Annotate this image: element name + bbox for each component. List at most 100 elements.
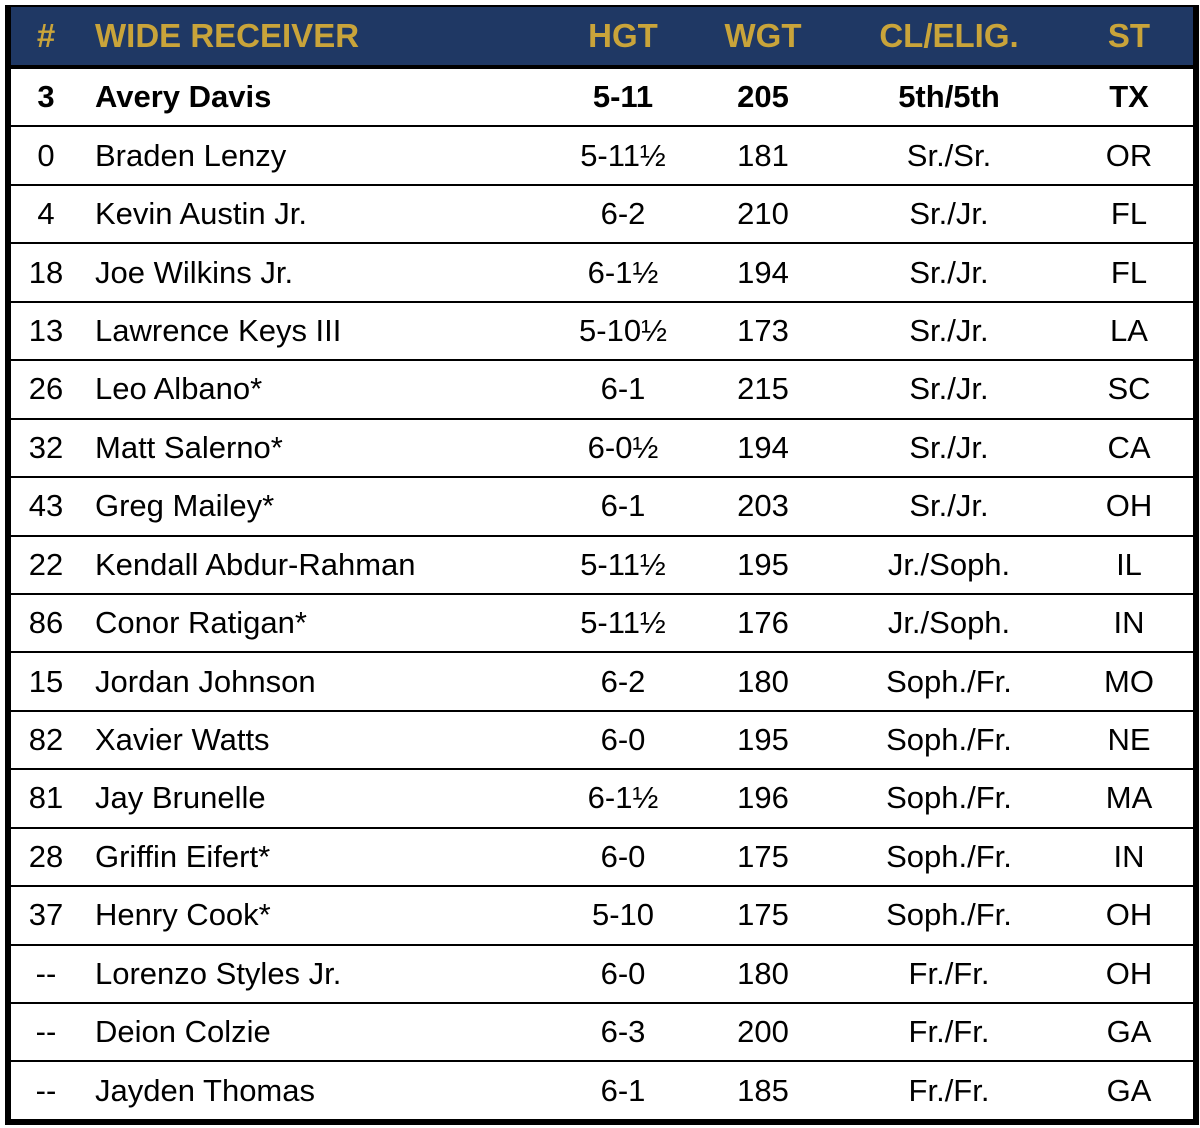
player-class: Sr./Jr. bbox=[833, 417, 1065, 478]
table-row: 15 Jordan Johnson 6-2 180 Soph./Fr. MO bbox=[11, 651, 1193, 711]
player-state: IN bbox=[1065, 592, 1193, 653]
player-name: Joe Wilkins Jr. bbox=[81, 242, 553, 302]
player-state: MA bbox=[1065, 768, 1193, 828]
player-class: Soph./Fr. bbox=[833, 885, 1065, 945]
player-class: Sr./Jr. bbox=[833, 183, 1065, 244]
player-height: 5-11½ bbox=[553, 534, 693, 594]
player-name: Greg Mailey* bbox=[81, 476, 553, 536]
header-number: # bbox=[11, 7, 81, 69]
player-name: Matt Salerno* bbox=[81, 417, 553, 478]
table-row: 32 Matt Salerno* 6-0½ 194 Sr./Jr. CA bbox=[11, 417, 1193, 478]
player-height: 6-2 bbox=[553, 651, 693, 711]
player-number: -- bbox=[11, 1001, 81, 1062]
player-state: LA bbox=[1065, 300, 1193, 361]
player-name: Xavier Watts bbox=[81, 709, 553, 770]
player-state: OH bbox=[1065, 943, 1193, 1003]
player-weight: 200 bbox=[693, 1001, 833, 1062]
player-number: -- bbox=[11, 943, 81, 1003]
player-class: Soph./Fr. bbox=[833, 826, 1065, 887]
player-class: Fr./Fr. bbox=[833, 943, 1065, 1003]
player-name: Henry Cook* bbox=[81, 885, 553, 945]
player-weight: 180 bbox=[693, 943, 833, 1003]
player-state: OH bbox=[1065, 885, 1193, 945]
player-state: SC bbox=[1065, 359, 1193, 419]
player-height: 5-10 bbox=[553, 885, 693, 945]
player-number: 82 bbox=[11, 709, 81, 770]
player-height: 6-1 bbox=[553, 476, 693, 536]
table-row: 37 Henry Cook* 5-10 175 Soph./Fr. OH bbox=[11, 885, 1193, 945]
header-height: HGT bbox=[553, 7, 693, 69]
player-number: 86 bbox=[11, 592, 81, 653]
player-weight: 196 bbox=[693, 768, 833, 828]
player-class: Sr./Jr. bbox=[833, 242, 1065, 302]
player-height: 5-11½ bbox=[553, 592, 693, 653]
player-weight: 181 bbox=[693, 125, 833, 185]
player-name: Lorenzo Styles Jr. bbox=[81, 943, 553, 1003]
table-row: 0 Braden Lenzy 5-11½ 181 Sr./Sr. OR bbox=[11, 125, 1193, 185]
player-weight: 194 bbox=[693, 417, 833, 478]
player-number: 13 bbox=[11, 300, 81, 361]
player-state: OH bbox=[1065, 476, 1193, 536]
table-row: 43 Greg Mailey* 6-1 203 Sr./Jr. OH bbox=[11, 476, 1193, 536]
player-number: 0 bbox=[11, 125, 81, 185]
player-state: FL bbox=[1065, 242, 1193, 302]
player-number: 18 bbox=[11, 242, 81, 302]
player-height: 5-10½ bbox=[553, 300, 693, 361]
player-name: Conor Ratigan* bbox=[81, 592, 553, 653]
table-row: 22 Kendall Abdur-Rahman 5-11½ 195 Jr./Soph. I… bbox=[11, 534, 1193, 594]
player-name: Leo Albano* bbox=[81, 359, 553, 419]
player-height: 6-0 bbox=[553, 943, 693, 1003]
player-class: Jr./Soph. bbox=[833, 592, 1065, 653]
player-state: IL bbox=[1065, 534, 1193, 594]
player-number: 28 bbox=[11, 826, 81, 887]
header-row: # WIDE RECEIVER HGT WGT CL/ELIG. ST bbox=[11, 7, 1193, 69]
table-row: 81 Jay Brunelle 6-1½ 196 Soph./Fr. MA bbox=[11, 768, 1193, 828]
player-weight: 180 bbox=[693, 651, 833, 711]
player-height: 5-11 bbox=[592, 79, 654, 115]
player-height: 6-1 bbox=[553, 359, 693, 419]
player-height: 6-2 bbox=[553, 183, 693, 244]
player-class: Sr./Jr. bbox=[833, 476, 1065, 536]
player-name: Lawrence Keys III bbox=[81, 300, 553, 361]
player-class: Sr./Jr. bbox=[833, 300, 1065, 361]
player-height: 5-11½ bbox=[553, 125, 693, 185]
roster-table: # WIDE RECEIVER HGT WGT CL/ELIG. ST 3 Ave… bbox=[11, 7, 1193, 1119]
player-height: 6-0 bbox=[553, 826, 693, 887]
header-position: WIDE RECEIVER bbox=[81, 7, 553, 69]
player-name: Avery Davis bbox=[95, 79, 272, 115]
player-class: Fr./Fr. bbox=[833, 1001, 1065, 1062]
player-class: Soph./Fr. bbox=[833, 651, 1065, 711]
table-row: 26 Leo Albano* 6-1 215 Sr./Jr. SC bbox=[11, 359, 1193, 419]
player-height: 6-0½ bbox=[553, 417, 693, 478]
player-weight: 175 bbox=[693, 885, 833, 945]
player-weight: 173 bbox=[693, 300, 833, 361]
player-state: IN bbox=[1065, 826, 1193, 887]
player-name: Kendall Abdur-Rahman bbox=[81, 534, 553, 594]
player-name: Kevin Austin Jr. bbox=[81, 183, 553, 244]
player-state: TX bbox=[1109, 79, 1149, 115]
player-state: FL bbox=[1065, 183, 1193, 244]
roster-table-container: # WIDE RECEIVER HGT WGT CL/ELIG. ST 3 Ave… bbox=[5, 5, 1199, 1125]
player-class: Sr./Jr. bbox=[833, 359, 1065, 419]
header-class-eligibility: CL/ELIG. bbox=[833, 7, 1065, 69]
player-weight: 195 bbox=[693, 709, 833, 770]
player-weight: 210 bbox=[693, 183, 833, 244]
player-number: 32 bbox=[11, 417, 81, 478]
player-class: Jr./Soph. bbox=[833, 534, 1065, 594]
player-class: Soph./Fr. bbox=[833, 768, 1065, 828]
player-name: Jay Brunelle bbox=[81, 768, 553, 828]
header-weight: WGT bbox=[693, 7, 833, 69]
player-number: 81 bbox=[11, 768, 81, 828]
player-height: 6-1 bbox=[553, 1060, 693, 1119]
table-row: 86 Conor Ratigan* 5-11½ 176 Jr./Soph. IN bbox=[11, 592, 1193, 653]
player-height: 6-1½ bbox=[553, 242, 693, 302]
player-state: NE bbox=[1065, 709, 1193, 770]
player-name: Jordan Johnson bbox=[81, 651, 553, 711]
player-height: 6-3 bbox=[553, 1001, 693, 1062]
table-row: 28 Griffin Eifert* 6-0 175 Soph./Fr. IN bbox=[11, 826, 1193, 887]
player-state: OR bbox=[1065, 125, 1193, 185]
player-weight: 185 bbox=[693, 1060, 833, 1119]
table-row: -- Jayden Thomas 6-1 185 Fr./Fr. GA bbox=[11, 1060, 1193, 1119]
player-number: -- bbox=[11, 1060, 81, 1119]
player-class: Soph./Fr. bbox=[833, 709, 1065, 770]
